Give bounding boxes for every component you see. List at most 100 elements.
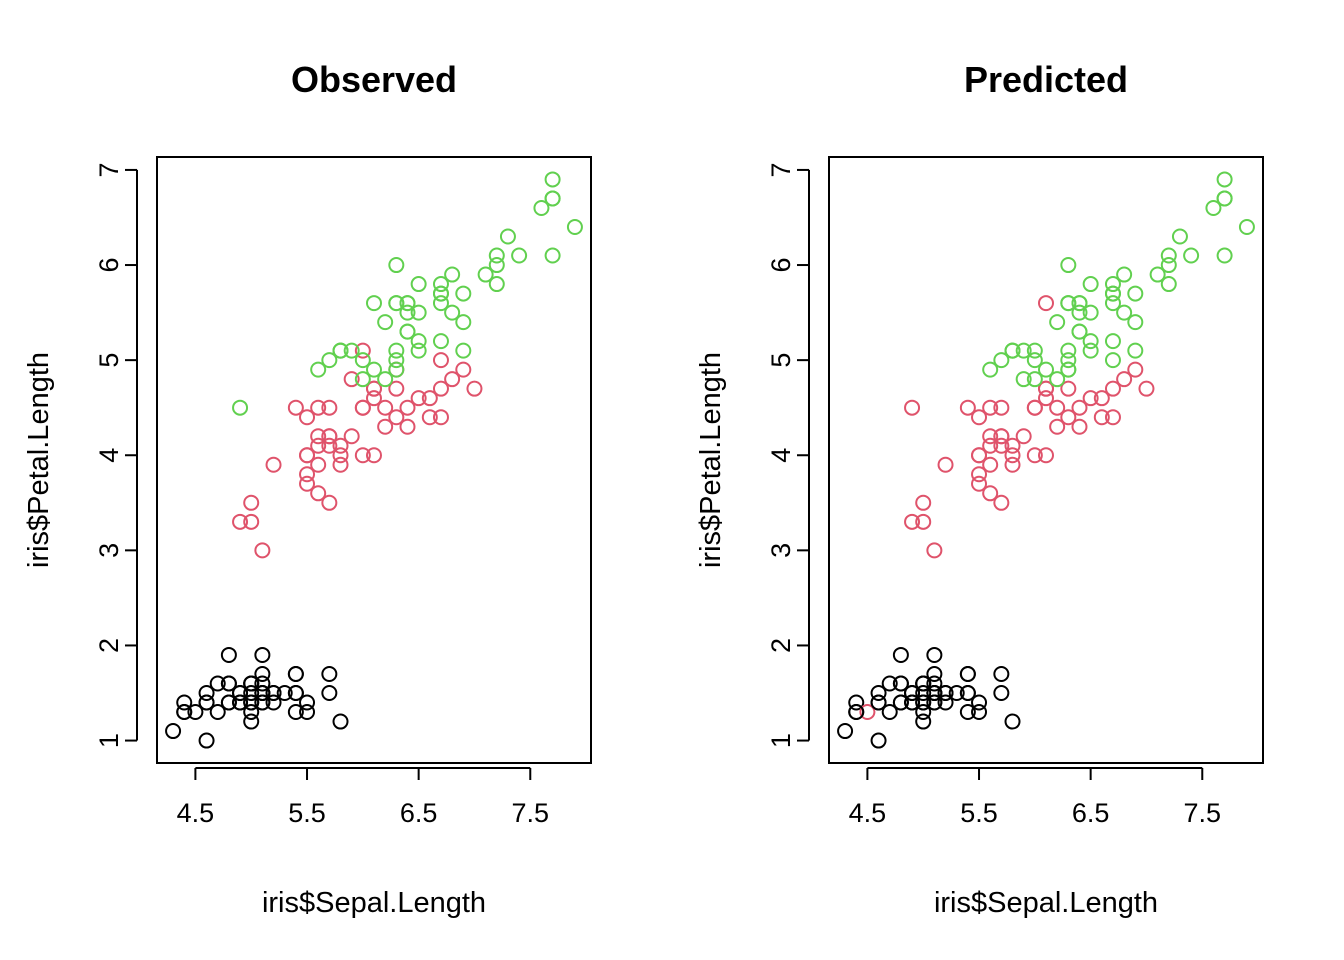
data-point-virginica bbox=[1127, 342, 1144, 359]
data-point-virginica bbox=[432, 333, 449, 350]
data-point-versicolor bbox=[377, 399, 394, 416]
data-point-setosa bbox=[915, 675, 932, 692]
data-point-versicolor bbox=[321, 399, 338, 416]
data-point-versicolor bbox=[232, 513, 249, 530]
data-point-virginica bbox=[432, 295, 449, 312]
data-point-virginica bbox=[1216, 171, 1233, 188]
data-point-virginica bbox=[1216, 247, 1233, 264]
data-point-versicolor bbox=[432, 409, 449, 426]
data-point-virginica bbox=[432, 276, 449, 293]
data-point-versicolor bbox=[993, 428, 1010, 445]
data-point-virginica bbox=[388, 342, 405, 359]
data-point-setosa bbox=[1004, 713, 1021, 730]
data-point-virginica bbox=[377, 314, 394, 331]
data-point-versicolor bbox=[971, 475, 988, 492]
data-point-versicolor bbox=[1004, 447, 1021, 464]
data-point-versicolor bbox=[1004, 456, 1021, 473]
data-point-versicolor bbox=[299, 466, 316, 483]
data-point-virginica bbox=[1026, 352, 1043, 369]
data-point-versicolor bbox=[310, 456, 327, 473]
data-point-virginica bbox=[1060, 295, 1077, 312]
x-axis: 4.5 5.5 6.5 7.5 bbox=[849, 767, 1221, 828]
data-point-setosa bbox=[198, 732, 215, 749]
data-point-virginica bbox=[1104, 352, 1121, 369]
data-point-virginica bbox=[332, 342, 349, 359]
data-point-setosa bbox=[254, 675, 271, 692]
data-point-setosa bbox=[287, 685, 304, 702]
plot-frame bbox=[828, 156, 1264, 764]
data-point-virginica bbox=[1216, 190, 1233, 207]
data-point-versicolor bbox=[332, 456, 349, 473]
data-point-versicolor bbox=[455, 361, 472, 378]
data-point-virginica bbox=[488, 247, 505, 264]
data-point-setosa bbox=[926, 665, 943, 682]
y-axis: 1 2 3 4 5 6 7 bbox=[94, 162, 138, 748]
data-point-versicolor bbox=[377, 418, 394, 435]
data-point-virginica bbox=[1205, 199, 1222, 216]
data-point-virginica bbox=[410, 342, 427, 359]
data-point-versicolor bbox=[410, 390, 427, 407]
data-point-versicolor bbox=[388, 380, 405, 397]
data-point-versicolor bbox=[1038, 380, 1054, 397]
data-point-virginica bbox=[499, 228, 516, 245]
data-point-virginica bbox=[1071, 295, 1088, 312]
data-point-virginica bbox=[1004, 342, 1021, 359]
data-point-setosa bbox=[915, 685, 932, 702]
data-point-virginica bbox=[321, 352, 338, 369]
scatter-points bbox=[165, 171, 583, 749]
data-point-virginica bbox=[388, 295, 405, 312]
data-point-virginica bbox=[410, 333, 427, 350]
y-tick-label: 1 bbox=[94, 733, 124, 748]
data-point-setosa bbox=[971, 704, 988, 721]
data-point-setosa bbox=[926, 694, 943, 711]
data-point-virginica bbox=[1082, 333, 1099, 350]
data-point-versicolor bbox=[310, 437, 327, 454]
data-point-virginica bbox=[366, 361, 382, 378]
data-point-versicolor bbox=[432, 352, 449, 369]
data-point-versicolor bbox=[354, 447, 371, 464]
data-point-virginica bbox=[1082, 342, 1099, 359]
y-tick-label: 5 bbox=[94, 353, 124, 368]
data-point-setosa bbox=[937, 685, 954, 702]
data-point-setosa bbox=[287, 665, 304, 682]
data-point-versicolor bbox=[926, 542, 943, 559]
plot-frame bbox=[156, 156, 592, 764]
data-point-setosa bbox=[287, 704, 304, 721]
data-point-setosa bbox=[254, 646, 271, 663]
y-tick-label: 6 bbox=[766, 258, 796, 273]
y-tick-label: 6 bbox=[94, 258, 124, 273]
y-tick-label: 7 bbox=[766, 162, 796, 177]
x-axis-label: iris$Sepal.Length bbox=[262, 887, 486, 919]
data-point-versicolor bbox=[859, 704, 876, 721]
data-point-virginica bbox=[1183, 247, 1200, 264]
data-point-virginica bbox=[1116, 304, 1133, 321]
data-point-versicolor bbox=[321, 494, 338, 511]
data-point-versicolor bbox=[1038, 447, 1054, 464]
x-tick-label: 5.5 bbox=[960, 798, 998, 828]
data-point-virginica bbox=[477, 266, 494, 283]
data-point-versicolor bbox=[1104, 380, 1121, 397]
data-point-versicolor bbox=[299, 447, 316, 464]
data-point-setosa bbox=[915, 713, 932, 730]
data-point-virginica bbox=[1160, 257, 1177, 274]
data-point-versicolor bbox=[1015, 428, 1032, 445]
data-point-versicolor bbox=[1071, 399, 1088, 416]
data-point-versicolor bbox=[993, 399, 1010, 416]
data-point-setosa bbox=[881, 704, 898, 721]
data-point-setosa bbox=[299, 704, 316, 721]
data-point-versicolor bbox=[265, 456, 282, 473]
data-point-versicolor bbox=[243, 513, 260, 530]
data-point-virginica bbox=[488, 276, 505, 293]
data-point-versicolor bbox=[366, 447, 382, 464]
data-point-virginica bbox=[310, 361, 327, 378]
data-point-versicolor bbox=[915, 513, 932, 530]
data-point-virginica bbox=[366, 295, 382, 312]
data-point-virginica bbox=[455, 314, 472, 331]
data-point-virginica bbox=[1104, 285, 1121, 302]
data-point-versicolor bbox=[310, 399, 327, 416]
data-point-versicolor bbox=[1026, 447, 1043, 464]
data-point-setosa bbox=[870, 685, 887, 702]
data-point-versicolor bbox=[366, 380, 382, 397]
data-point-setosa bbox=[243, 694, 260, 711]
